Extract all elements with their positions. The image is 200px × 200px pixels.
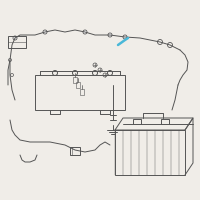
Bar [73,77,77,83]
Bar [115,130,185,175]
Circle shape [43,30,47,34]
Bar [8,36,26,48]
Circle shape [123,35,127,39]
Bar [76,82,80,88]
Bar [35,75,125,110]
Circle shape [83,30,87,34]
Bar [70,147,80,155]
Circle shape [13,36,17,40]
Circle shape [108,33,112,37]
Bar [133,119,141,124]
Bar [80,89,84,95]
Bar [161,119,169,124]
